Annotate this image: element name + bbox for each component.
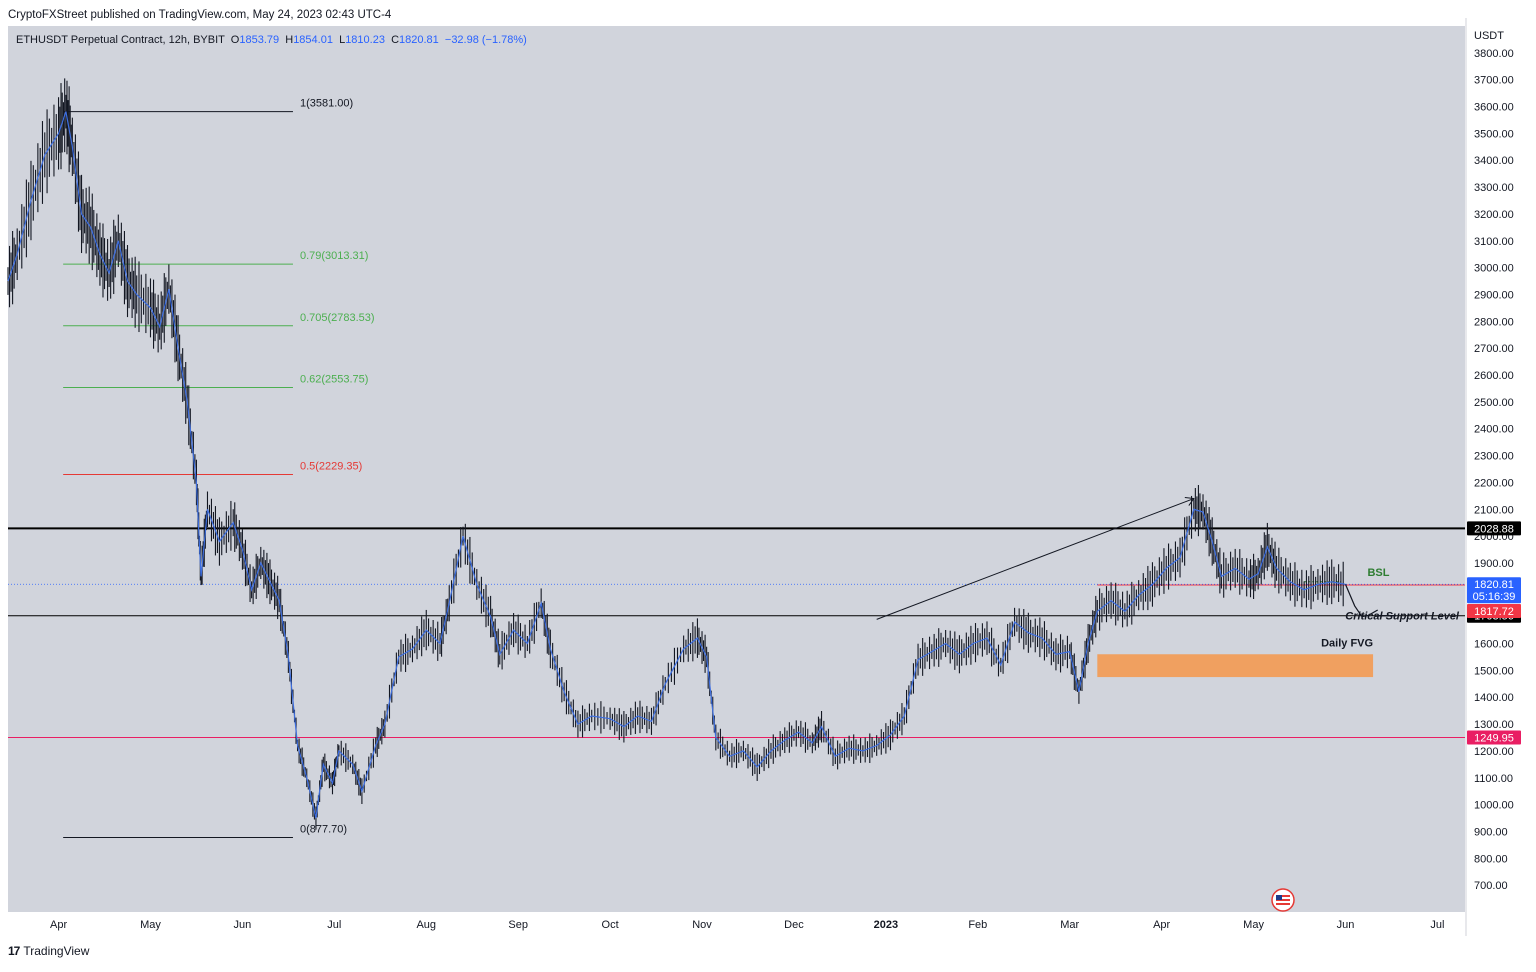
bsl-badge-bg [1467,604,1521,619]
y-tick-label: 3000.00 [1474,263,1514,275]
us-flag-white-stripe [1276,897,1290,899]
y-tick-label: 2700.00 [1474,343,1514,355]
x-tick-label: May [140,919,161,931]
bsl-label: BSL [1367,567,1389,579]
y-tick-label: 2800.00 [1474,316,1514,328]
y-tick-label: 1900.00 [1474,558,1514,570]
x-tick-label: Jul [327,919,341,931]
chart-title: ETHUSDT Perpetual Contract, 12h, BYBIT [16,34,231,46]
x-tick-label: May [1243,919,1264,931]
ohlc-open: 1853.79 [239,34,285,46]
fib-label: 0.5(2229.35) [300,461,362,473]
currency-label: USDT [1474,30,1504,42]
footer: 17 TradingView [8,944,89,958]
x-tick-label: Oct [602,919,619,931]
current-price-badge: 1820.81 [1474,579,1514,591]
fib-label: 0.79(3013.31) [300,250,369,262]
x-tick-label: Dec [784,919,804,931]
current-price-badge-bg [1467,577,1521,604]
ohlc-change: −32.98 (−1.78%) [445,34,527,46]
y-tick-label: 3300.00 [1474,182,1514,194]
x-tick-label: Sep [508,919,528,931]
x-tick-label: Jun [234,919,252,931]
critical-support-label: Critical Support Level [1345,611,1460,623]
us-flag-stripes [1276,895,1290,905]
x-tick-label: Feb [968,919,987,931]
fvg-zone [1097,654,1374,678]
ohlc-high: 1854.01 [293,34,339,46]
trendline-arrowhead [1184,497,1195,506]
y-tick-label: 3600.00 [1474,102,1514,114]
x-tick-label: Aug [416,919,436,931]
x-tick-label: Nov [692,919,712,931]
countdown-badge: 05:16:39 [1473,591,1516,603]
fib-label: 0.62(2553.75) [300,373,369,385]
us-flag-icon [1271,888,1295,912]
y-tick-label: 2100.00 [1474,504,1514,516]
x-tick-label: Apr [1153,919,1170,931]
y-tick-label: 2900.00 [1474,289,1514,301]
us-flag-canton [1276,895,1282,900]
chart-legend: ETHUSDT Perpetual Contract, 12h, BYBIT O… [16,34,527,46]
y-tick-label: 1000.00 [1474,800,1514,812]
fib-label: 0.705(2783.53) [300,312,375,324]
support-low-badge-bg [1467,730,1521,745]
x-tick-label: Mar [1060,919,1079,931]
ohlc-low: 1810.23 [345,34,391,46]
y-tick-label: 3500.00 [1474,128,1514,140]
fvg-label: Daily FVG [1321,637,1373,649]
y-tick-label: 900.00 [1474,826,1508,838]
y-tick-label: 3100.00 [1474,236,1514,248]
us-flag-white-stripe [1276,901,1290,903]
price-axis-bg [1466,18,1536,912]
y-tick-label: 1300.00 [1474,719,1514,731]
resistance-badge-bg [1467,521,1521,536]
ohlc-h-label: H [285,34,293,46]
x-tick-label: Apr [50,919,67,931]
trendline [876,498,1195,620]
ohlc-c-label: C [391,34,399,46]
publish-header: CryptoFXStreet published on TradingView.… [8,9,392,21]
x-tick-label: Jul [1430,919,1444,931]
resistance-badge: 2028.88 [1474,523,1514,535]
bsl-badge: 1817.72 [1474,606,1514,618]
projection-line [1344,584,1378,618]
y-tick-label: 1500.00 [1474,665,1514,677]
y-tick-label: 3700.00 [1474,75,1514,87]
y-tick-label: 2200.00 [1474,477,1514,489]
y-tick-label: 2600.00 [1474,370,1514,382]
price-series-line [7,111,1346,819]
y-tick-label: 1600.00 [1474,639,1514,651]
y-tick-label: 1200.00 [1474,746,1514,758]
x-tick-label: Jun [1337,919,1355,931]
ohlc-o-label: O [231,34,240,46]
y-tick-label: 3800.00 [1474,48,1514,60]
plot-background [8,26,1465,912]
y-tick-label: 2300.00 [1474,451,1514,463]
support-low-badge: 1249.95 [1474,732,1514,744]
fib-label: 0(877.70) [300,823,347,835]
y-tick-label: 700.00 [1474,880,1508,892]
ohlc-l-label: L [339,34,345,46]
y-tick-label: 2500.00 [1474,397,1514,409]
fib-label: 1(3581.00) [300,98,353,110]
y-tick-label: 1400.00 [1474,692,1514,704]
y-tick-label: 3200.00 [1474,209,1514,221]
y-tick-label: 3400.00 [1474,155,1514,167]
tradingview-logo-icon: 17 [8,944,20,958]
y-tick-label: 1100.00 [1474,773,1513,785]
footer-brand: TradingView [23,944,90,958]
time-axis-bg [8,912,1465,936]
ohlc-close: 1820.81 [399,34,445,46]
x-tick-label: 2023 [874,919,898,931]
y-tick-label: 2400.00 [1474,424,1514,436]
y-tick-label: 800.00 [1474,853,1508,865]
